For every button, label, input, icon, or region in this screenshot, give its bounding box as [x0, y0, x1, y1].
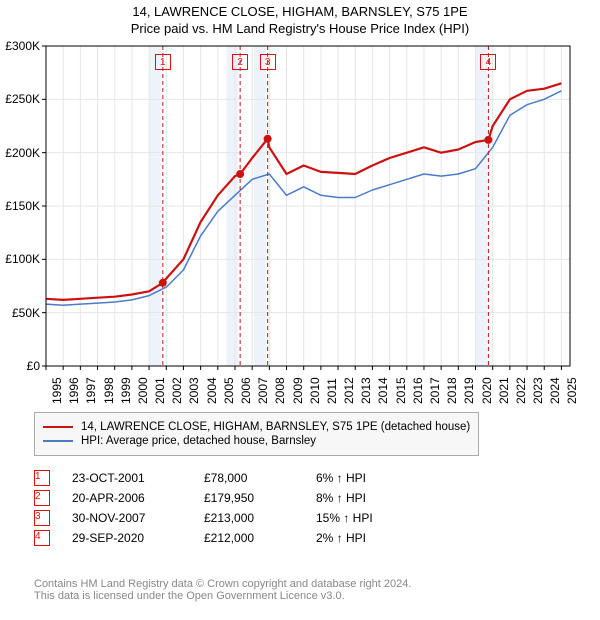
legend-swatch	[43, 440, 73, 442]
xtick-label: 2019	[462, 377, 476, 404]
ytick-label: £250K	[0, 92, 40, 106]
ytick-label: £100K	[0, 252, 40, 266]
xtick-label: 2004	[205, 377, 219, 404]
sales-delta: 6% ↑ HPI	[316, 471, 366, 485]
sales-date: 29-SEP-2020	[72, 531, 182, 545]
xtick-label: 2012	[342, 377, 356, 404]
marker-badge: 2	[232, 54, 248, 70]
sales-marker: 2	[34, 490, 50, 506]
xtick-label: 2011	[325, 378, 339, 404]
sales-row: 2 20-APR-2006 £179,950 8% ↑ HPI	[34, 490, 373, 506]
footer-line1: Contains HM Land Registry data © Crown c…	[34, 578, 411, 590]
xtick-label: 2018	[445, 377, 459, 404]
xtick-label: 2003	[187, 377, 201, 404]
xtick-label: 1995	[50, 377, 64, 404]
sales-date: 23-OCT-2001	[72, 471, 182, 485]
xtick-label: 2000	[136, 377, 150, 404]
xtick-label: 2002	[170, 377, 184, 404]
xtick-label: 2006	[239, 377, 253, 404]
sales-marker: 4	[34, 530, 50, 546]
sales-row: 4 29-SEP-2020 £212,000 2% ↑ HPI	[34, 530, 373, 546]
sales-date: 30-NOV-2007	[72, 511, 182, 525]
sales-price: £213,000	[204, 511, 294, 525]
xtick-label: 2010	[308, 377, 322, 404]
xtick-label: 2007	[256, 377, 270, 404]
ytick-label: £0	[0, 359, 40, 373]
legend-row: 14, LAWRENCE CLOSE, HIGHAM, BARNSLEY, S7…	[43, 421, 470, 433]
sales-date: 20-APR-2006	[72, 491, 182, 505]
xtick-label: 1999	[119, 377, 133, 404]
xtick-label: 1998	[102, 377, 116, 404]
sales-price: £179,950	[204, 491, 294, 505]
legend-row: HPI: Average price, detached house, Barn…	[43, 435, 470, 447]
xtick-label: 2023	[531, 377, 545, 404]
xtick-label: 1997	[84, 377, 98, 404]
sales-delta: 8% ↑ HPI	[316, 491, 366, 505]
xtick-label: 2014	[376, 377, 390, 404]
xtick-label: 2024	[548, 377, 562, 404]
xtick-label: 2015	[394, 377, 408, 404]
marker-badge: 1	[155, 54, 171, 70]
ytick-label: £300K	[0, 39, 40, 53]
legend-label: HPI: Average price, detached house, Barn…	[81, 435, 316, 447]
xtick-label: 2008	[273, 377, 287, 404]
ytick-label: £200K	[0, 146, 40, 160]
footer-line2: This data is licensed under the Open Gov…	[34, 590, 411, 602]
marker-badge: 4	[480, 54, 496, 70]
sales-row: 1 23-OCT-2001 £78,000 6% ↑ HPI	[34, 470, 373, 486]
xtick-label: 2025	[565, 377, 579, 404]
xtick-label: 2001	[153, 377, 167, 404]
xtick-label: 2005	[222, 377, 236, 404]
ytick-label: £150K	[0, 199, 40, 213]
footer-attribution: Contains HM Land Registry data © Crown c…	[34, 578, 411, 602]
price-chart	[0, 0, 600, 410]
legend: 14, LAWRENCE CLOSE, HIGHAM, BARNSLEY, S7…	[34, 412, 479, 456]
sales-table: 1 23-OCT-2001 £78,000 6% ↑ HPI 2 20-APR-2006 £…	[34, 466, 373, 550]
sales-marker: 3	[34, 510, 50, 526]
sales-delta: 15% ↑ HPI	[316, 511, 373, 525]
sales-price: £212,000	[204, 531, 294, 545]
xtick-label: 2022	[514, 377, 528, 404]
sales-row: 3 30-NOV-2007 £213,000 15% ↑ HPI	[34, 510, 373, 526]
sales-delta: 2% ↑ HPI	[316, 531, 366, 545]
ytick-label: £50K	[0, 306, 40, 320]
sales-price: £78,000	[204, 471, 294, 485]
xtick-label: 2016	[411, 377, 425, 404]
xtick-label: 2021	[497, 377, 511, 404]
legend-swatch	[43, 426, 73, 428]
xtick-label: 2009	[291, 377, 305, 404]
xtick-label: 1996	[67, 377, 81, 404]
sales-marker: 1	[34, 470, 50, 486]
xtick-label: 2013	[359, 377, 373, 404]
xtick-label: 2017	[428, 377, 442, 404]
legend-label: 14, LAWRENCE CLOSE, HIGHAM, BARNSLEY, S7…	[81, 421, 470, 433]
marker-badge: 3	[260, 54, 276, 70]
xtick-label: 2020	[480, 377, 494, 404]
